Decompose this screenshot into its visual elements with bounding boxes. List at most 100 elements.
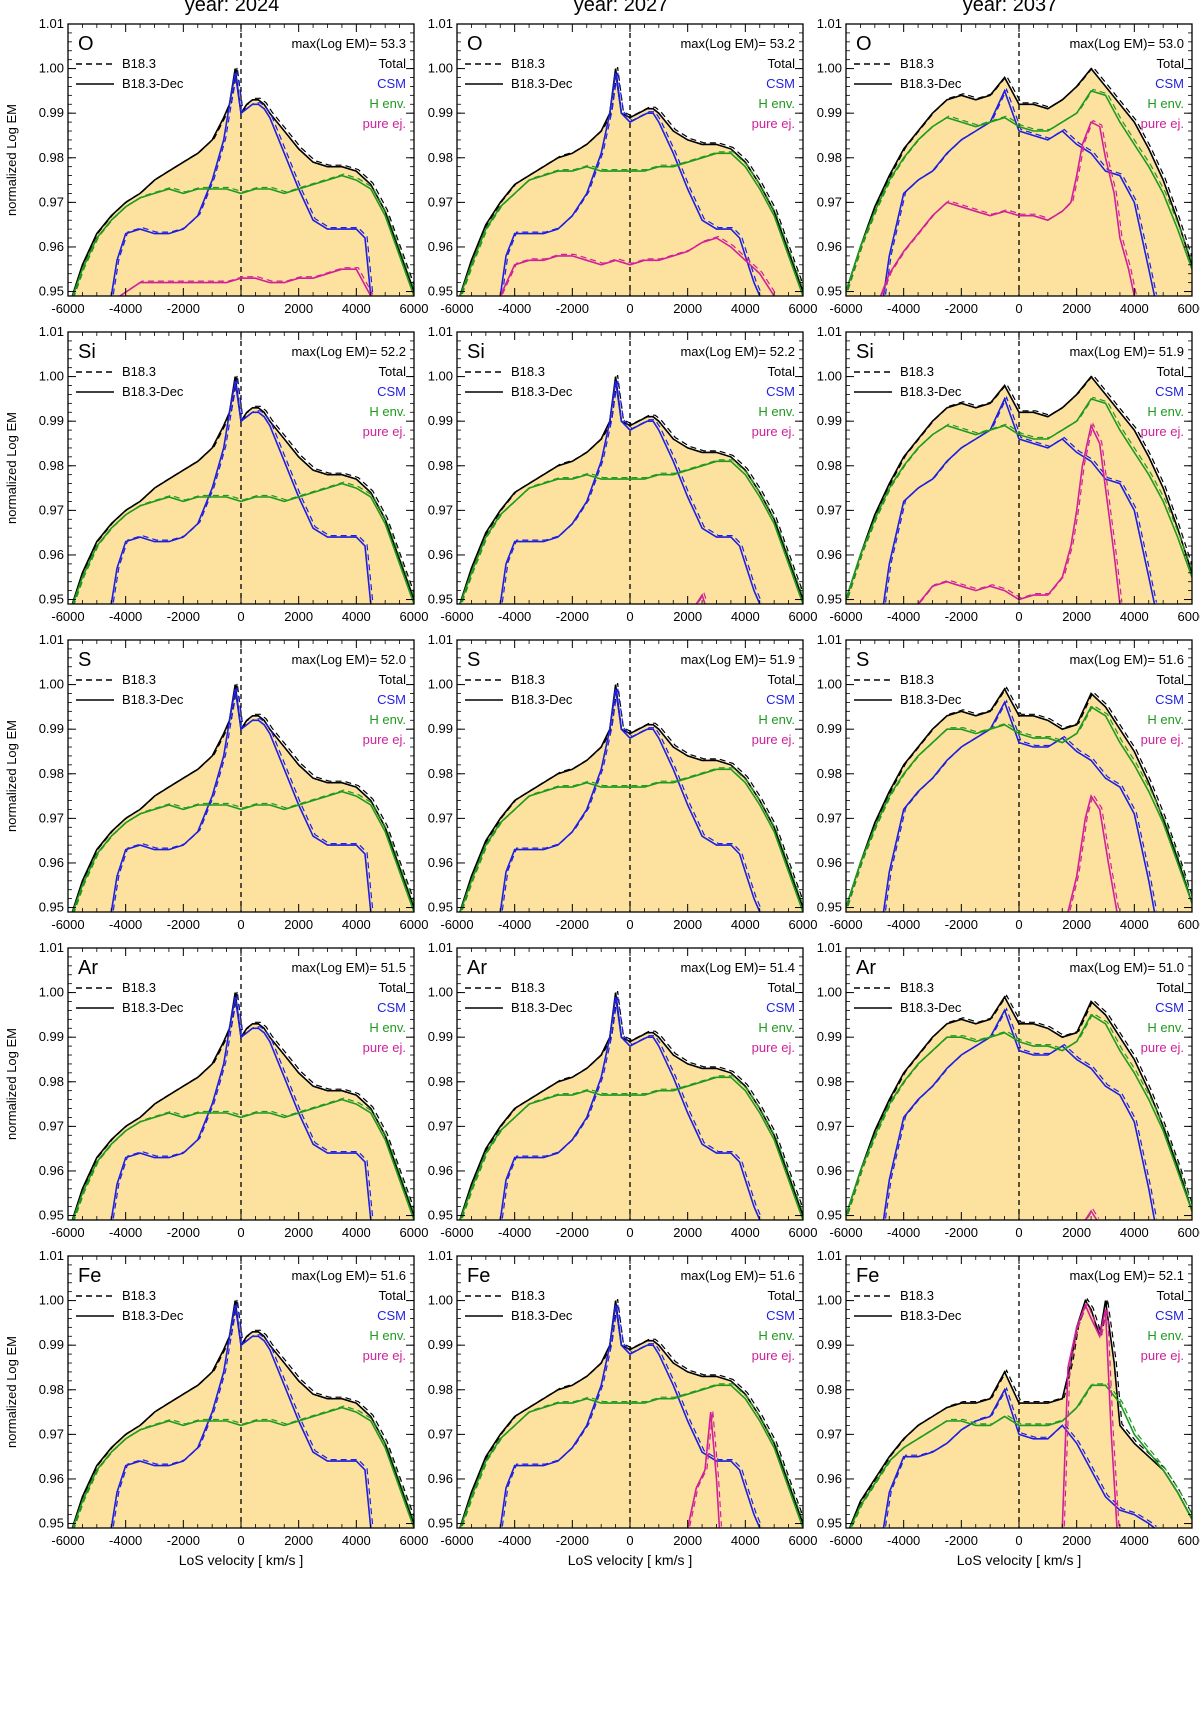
x-tick-label: -6000	[51, 1225, 84, 1240]
legend-component-label: CSM	[377, 1000, 406, 1015]
legend-component-label: CSM	[377, 1308, 406, 1323]
plot-area	[846, 332, 1192, 604]
y-tick-label: 1.00	[817, 677, 842, 692]
series-total-line	[71, 684, 414, 912]
legend-component-label: pure ej.	[1141, 1040, 1184, 1055]
total-fill-area	[68, 1300, 414, 1528]
y-tick-label: 0.96	[39, 239, 64, 254]
legend-component-label: CSM	[766, 692, 795, 707]
legend-component-label: H env.	[758, 712, 795, 727]
legend-model-label: B18.3-Dec	[122, 1308, 184, 1323]
total-fill-area	[68, 992, 414, 1220]
element-label: O	[467, 33, 483, 55]
series-total-line	[459, 992, 803, 1220]
element-label: Si	[78, 341, 96, 363]
x-tick-label: -2000	[556, 609, 589, 624]
legend-component-label: H env.	[369, 712, 406, 727]
x-tick-label: -2000	[945, 917, 978, 932]
y-tick-label: 0.95	[39, 900, 64, 915]
series-h-env-dashed	[461, 151, 803, 296]
y-tick-label: 1.01	[428, 324, 453, 339]
legend-model-label: B18.3	[122, 672, 156, 687]
y-tick-label: 0.97	[428, 1118, 453, 1133]
series-pure-ej-dashed	[1063, 1301, 1120, 1527]
x-tick-label: -6000	[829, 1225, 862, 1240]
panel-ar-2037: 0.95 0.96 0.97 0.98 0.99 1.00 1.01 -6000 -4000 -2…	[817, 940, 1200, 1240]
y-tick-label: 0.96	[39, 1163, 64, 1178]
x-tick-label: 0	[626, 917, 633, 932]
element-label: O	[856, 33, 872, 55]
series-csm-dashed	[884, 1386, 1157, 1527]
y-axis-label: normalized Log EM	[4, 720, 19, 832]
series-pure-ej-dashed	[697, 592, 708, 603]
y-tick-label: 0.95	[817, 1208, 842, 1223]
y-tick-label: 0.95	[39, 284, 64, 299]
series-h-env-line	[459, 1384, 803, 1528]
x-tick-label: 2000	[284, 917, 313, 932]
y-tick-label: 0.99	[39, 721, 64, 736]
series-csm-dashed	[501, 995, 763, 1219]
legend-component-label: pure ej.	[1141, 424, 1184, 439]
y-tick-label: 0.95	[817, 1516, 842, 1531]
x-tick-label: 6000	[789, 917, 818, 932]
series-csm-line	[499, 380, 761, 604]
x-tick-label: 4000	[1120, 301, 1149, 316]
legend-model-label: B18.3-Dec	[122, 76, 184, 91]
y-tick-label: 0.97	[428, 194, 453, 209]
x-tick-label: 4000	[342, 609, 371, 624]
x-tick-label: -2000	[556, 301, 589, 316]
panel-fe-2027: 0.95 0.96 0.97 0.98 0.99 1.00 1.01 -6000 -4000 -2…	[428, 1248, 818, 1568]
y-tick-label: 0.97	[817, 1426, 842, 1441]
legend-model-label: B18.3	[511, 56, 545, 71]
x-tick-label: 4000	[342, 917, 371, 932]
element-label: S	[856, 649, 869, 671]
y-tick-label: 1.01	[817, 324, 842, 339]
y-tick-label: 0.95	[39, 1516, 64, 1531]
x-tick-label: -2000	[945, 1533, 978, 1548]
y-tick-label: 1.00	[39, 985, 64, 1000]
y-tick-label: 1.01	[39, 16, 64, 31]
panels: 0.95 0.96 0.97 0.98 0.99 1.00 1.01 -6000 -4000 -2…	[4, 16, 1200, 1568]
series-total-line	[459, 684, 803, 912]
total-fill-area	[457, 684, 803, 912]
y-tick-label: 1.00	[39, 369, 64, 384]
series-h-env-line	[71, 790, 414, 912]
y-tick-label: 1.00	[817, 369, 842, 384]
total-fill-area	[457, 992, 803, 1220]
series-csm-line	[882, 700, 1156, 912]
y-axis-label: normalized Log EM	[4, 104, 19, 216]
plot-area	[457, 1256, 803, 1528]
legend-component-label: CSM	[1155, 692, 1184, 707]
x-tick-label: 4000	[1120, 1533, 1149, 1548]
y-tick-label: 0.98	[39, 1382, 64, 1397]
x-tick-label: -2000	[167, 1533, 200, 1548]
column-title-2037: year: 2037	[963, 0, 1058, 16]
y-tick-label: 1.00	[428, 677, 453, 692]
x-tick-label: 0	[237, 917, 244, 932]
legend-component-label: CSM	[1155, 1000, 1184, 1015]
y-tick-label: 1.00	[39, 677, 64, 692]
legend-component-label: pure ej.	[363, 732, 406, 747]
y-tick-label: 0.96	[428, 239, 453, 254]
y-tick-label: 1.01	[817, 940, 842, 955]
series-h-env-line	[846, 1013, 1192, 1216]
panel-s-2027: 0.95 0.96 0.97 0.98 0.99 1.00 1.01 -6000 -4000 -2…	[428, 632, 818, 932]
legend-component-label: H env.	[1147, 96, 1184, 111]
y-tick-label: 0.98	[428, 766, 453, 781]
y-tick-label: 0.99	[428, 721, 453, 736]
legend-model-label: B18.3-Dec	[122, 1000, 184, 1015]
y-tick-label: 0.99	[817, 1029, 842, 1044]
element-label: Ar	[467, 957, 487, 979]
legend-model-label: B18.3-Dec	[900, 384, 962, 399]
legend-model-label: B18.3	[900, 364, 934, 379]
series-csm-line	[499, 688, 761, 912]
legend-model-label: B18.3-Dec	[900, 76, 962, 91]
y-tick-label: 1.01	[817, 1248, 842, 1263]
legend-component-label: pure ej.	[363, 424, 406, 439]
element-label: Si	[856, 341, 874, 363]
x-tick-label: 6000	[789, 1533, 818, 1548]
x-tick-label: 6000	[789, 609, 818, 624]
y-tick-label: 0.98	[39, 150, 64, 165]
series-h-env-dashed	[73, 173, 414, 296]
legend-model-label: B18.3	[511, 1288, 545, 1303]
